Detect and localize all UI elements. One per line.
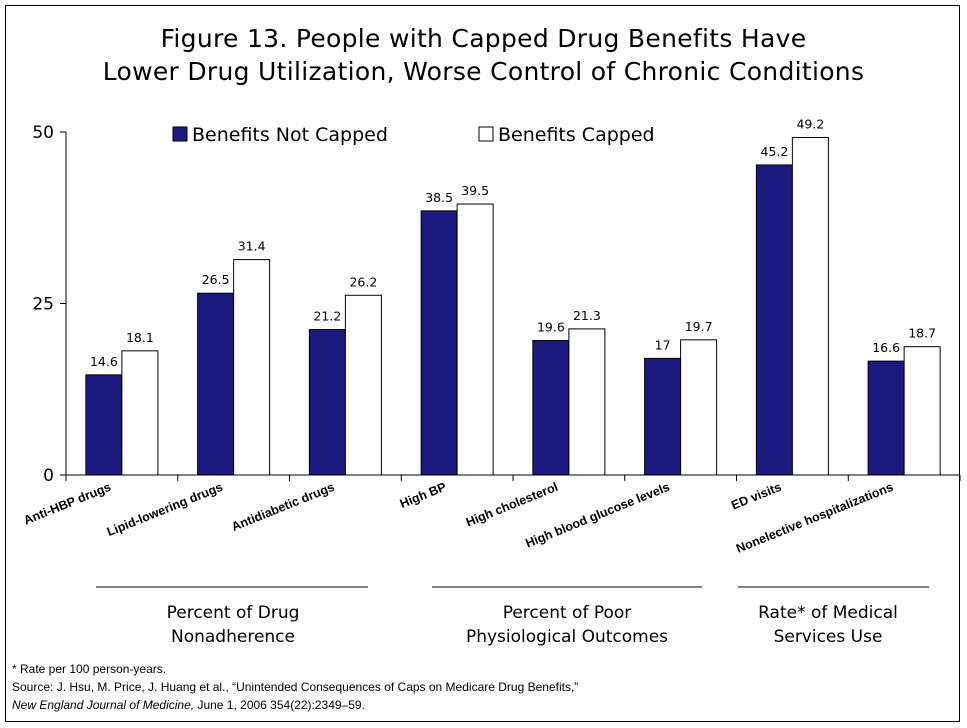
bar-benefits-capped — [568, 328, 606, 476]
group-label-line: Physiological Outcomes — [465, 627, 669, 647]
footnote-citation: New England Journal of Medicine, June 1,… — [12, 697, 365, 713]
legend-swatch-not-capped — [172, 126, 188, 142]
figure-frame — [5, 5, 960, 722]
bar-value-label: 19.7 — [685, 319, 713, 334]
footnote-rate: * Rate per 100 person-years. — [12, 662, 167, 676]
title-line-2: Lower Drug Utilization, Worse Control of… — [102, 57, 865, 86]
footnote-source: Source: J. Hsu, M. Price, J. Huang et al… — [12, 680, 579, 694]
category-label: Lipid-lowering drugs — [105, 480, 225, 539]
bar-value-label: 45.2 — [760, 144, 788, 159]
bar-value-label: 26.2 — [349, 274, 377, 289]
bar-value-label: 31.4 — [238, 239, 266, 254]
bar-value-label: 18.1 — [126, 330, 154, 345]
group-label-line: Rate* of Medical — [758, 603, 898, 623]
group-label-line: Percent of Poor — [502, 603, 632, 623]
y-tick-label: 0 — [43, 466, 54, 486]
bar-benefits-capped — [680, 339, 718, 476]
y-tick-label: 25 — [32, 295, 54, 315]
bar-benefits-not-capped — [197, 292, 235, 476]
bar-benefits-capped — [344, 294, 382, 476]
bar-value-label: 21.2 — [313, 309, 341, 324]
title-line-1: Figure 13. People with Capped Drug Benef… — [160, 24, 807, 53]
category-label: Anti-HBP drugs — [22, 480, 113, 528]
bar-value-label: 39.5 — [461, 183, 489, 198]
bar-value-label: 16.6 — [872, 340, 900, 355]
journal-name: New England Journal of Medicine, — [12, 698, 195, 712]
bar-value-label: 19.6 — [537, 320, 565, 335]
citation-detail: June 1, 2006 354(22):2349–59. — [194, 698, 365, 712]
bar-value-label: 21.3 — [573, 308, 601, 323]
bar-benefits-capped — [233, 259, 271, 476]
chart-title: Figure 13. People with Capped Drug Benef… — [0, 22, 967, 88]
bar-benefits-not-capped — [420, 210, 458, 476]
bar-benefits-capped — [121, 350, 159, 476]
category-label: High BP — [398, 480, 448, 511]
bar-benefits-not-capped — [308, 329, 346, 476]
category-label: High cholesterol — [464, 480, 560, 530]
legend-label-capped: Benefits Capped — [498, 124, 655, 146]
bar-benefits-capped — [456, 203, 494, 476]
bar-value-label: 14.6 — [90, 354, 118, 369]
group-label-medical-services: Rate* of Medical Services Use — [728, 601, 928, 649]
bar-value-label: 26.5 — [202, 272, 230, 287]
legend-swatch-capped — [478, 126, 494, 142]
group-label-line: Nonadherence — [171, 627, 295, 647]
legend-label-not-capped: Benefits Not Capped — [192, 124, 388, 146]
category-label: Antidiabetic drugs — [230, 480, 337, 534]
group-label-physiological-outcomes: Percent of Poor Physiological Outcomes — [432, 601, 702, 649]
y-tick-label: 50 — [32, 123, 54, 143]
bar-benefits-not-capped — [85, 374, 123, 476]
group-label-line: Services Use — [773, 627, 883, 647]
bar-benefits-capped — [791, 136, 829, 476]
bar-benefits-not-capped — [644, 357, 682, 476]
group-label-drug-nonadherence: Percent of Drug Nonadherence — [98, 601, 368, 649]
bar-benefits-not-capped — [532, 340, 570, 476]
category-label: ED visits — [729, 480, 783, 513]
bar-benefits-not-capped — [867, 360, 905, 476]
bar-value-label: 49.2 — [796, 116, 824, 131]
bar-benefits-capped — [903, 346, 941, 476]
bar-value-label: 18.7 — [908, 326, 936, 341]
group-label-line: Percent of Drug — [166, 603, 300, 623]
bar-benefits-not-capped — [755, 164, 793, 476]
bar-value-label: 17 — [655, 337, 671, 352]
bar-value-label: 38.5 — [425, 190, 453, 205]
